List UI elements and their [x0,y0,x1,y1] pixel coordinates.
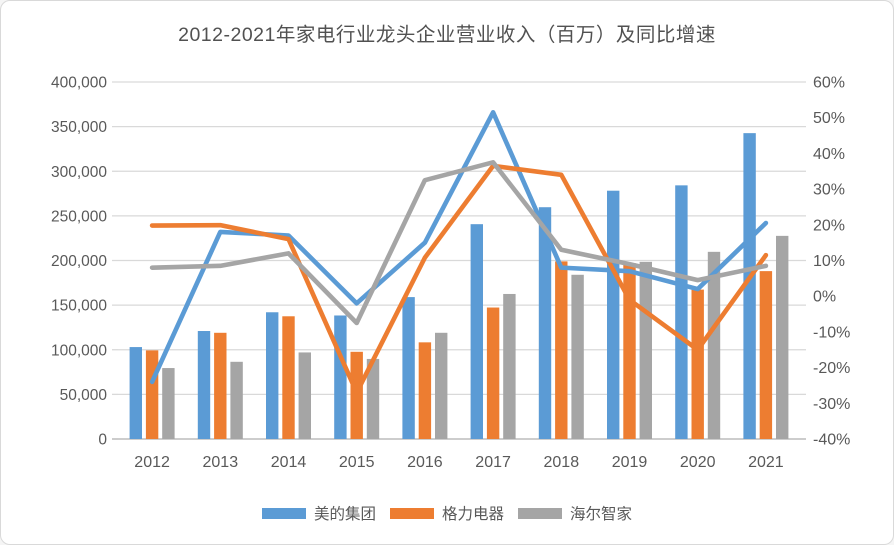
bar-haier-2019[interactable] [639,261,652,439]
bar-haier-2016[interactable] [435,332,448,439]
bar-gree-2015[interactable] [350,351,363,439]
y-axis-tick-label: 150,000 [51,298,107,315]
pct-axis-tick-label: 60% [813,75,845,92]
legend-label-midea: 美的集团 [313,506,376,523]
bar-midea-2013[interactable] [197,331,211,439]
bar-haier-2013[interactable] [230,361,243,439]
bar-gree-2021[interactable] [759,271,773,439]
x-axis-tick-label: 2018 [544,454,580,471]
bar-haier-2018[interactable] [571,274,584,439]
bar-midea-2015[interactable] [334,315,347,439]
pct-axis-tick-label: 40% [813,146,845,163]
bar-gree-2014[interactable] [282,316,295,439]
x-axis-tick-label: 2020 [680,454,716,471]
bar-midea-2020[interactable] [675,185,688,439]
bar-midea-2021[interactable] [743,133,756,439]
legend-item-gree[interactable]: 格力电器 [389,502,504,524]
bar-gree-2013[interactable] [214,332,227,439]
legend-item-midea[interactable]: 美的集团 [261,502,376,524]
legend-swatch-haier [518,507,562,519]
bar-gree-2019[interactable] [623,263,636,439]
y-axis-tick-label: 0 [98,432,107,449]
bar-midea-2012[interactable] [129,347,142,439]
x-axis-tick-label: 2013 [203,454,239,471]
growth-line-midea[interactable] [149,110,769,385]
y-axis-tick-label: 50,000 [60,387,108,404]
y-axis-tick-label: 300,000 [51,164,107,181]
bar-series-gree [145,261,773,439]
bar-gree-2018[interactable] [555,261,568,439]
pct-axis-tick-label: -10% [813,324,850,341]
bar-midea-2017[interactable] [470,224,483,439]
bar-gree-2017[interactable] [486,307,500,439]
bar-haier-2015[interactable] [366,358,380,439]
x-axis-tick-label: 2019 [612,454,648,471]
legend-label-gree: 格力电器 [441,506,504,523]
pct-axis-tick-label: 10% [813,253,845,270]
bar-midea-2014[interactable] [266,312,279,439]
y-axis-tick-label: 350,000 [51,119,107,136]
x-axis-tick-label: 2021 [748,454,784,471]
x-axis-tick-label: 2012 [134,454,170,471]
bar-gree-2016[interactable] [418,342,432,439]
legend-label-haier: 海尔智家 [570,506,633,523]
bar-gree-2012[interactable] [145,350,159,439]
pct-axis-tick-label: 0% [813,289,836,306]
bar-haier-2017[interactable] [503,293,516,439]
bar-midea-2016[interactable] [402,297,415,439]
chart-title: 2012-2021年家电行业龙头企业营业收入（百万）及同比增速 [178,24,716,46]
bar-midea-2019[interactable] [607,190,620,439]
legend-swatch-midea [261,507,306,519]
bar-haier-2014[interactable] [298,352,311,439]
y-axis-tick-label: 200,000 [51,253,107,270]
axis-labels: 0 50,000 100,000 150,000 200,000 250,000 300,0… [51,75,850,472]
x-axis-tick-label: 2016 [407,454,443,471]
bar-gree-2020[interactable] [691,289,704,439]
bar-series-haier [162,235,789,439]
legend-swatch-gree [389,507,434,519]
x-axis-tick-label: 2015 [339,454,375,471]
pct-axis-tick-label: -20% [813,360,850,377]
legend: 美的集团 格力电器 海尔智家 [1,502,893,524]
x-axis-tick-label: 2014 [271,454,307,471]
pct-axis-tick-label: 20% [813,217,845,234]
pct-axis-tick-label: 50% [813,110,845,127]
bar-haier-2021[interactable] [776,235,789,439]
pct-axis-tick-label: -40% [813,432,850,449]
growth-line-haier[interactable] [149,160,769,326]
y-axis-tick-label: 250,000 [51,208,107,225]
x-axis-tick-label: 2017 [475,454,511,471]
growth-line-gree[interactable] [149,163,769,395]
y-axis-tick-label: 100,000 [51,342,107,359]
bar-series-midea [129,133,756,439]
bar-midea-2018[interactable] [538,207,552,439]
pct-axis-tick-label: -30% [813,396,850,413]
pct-axis-tick-label: 30% [813,182,845,199]
bar-haier-2012[interactable] [162,368,175,439]
bar-haier-2020[interactable] [707,251,721,439]
legend-item-haier[interactable]: 海尔智家 [518,502,632,524]
y-axis-tick-label: 400,000 [51,75,107,92]
